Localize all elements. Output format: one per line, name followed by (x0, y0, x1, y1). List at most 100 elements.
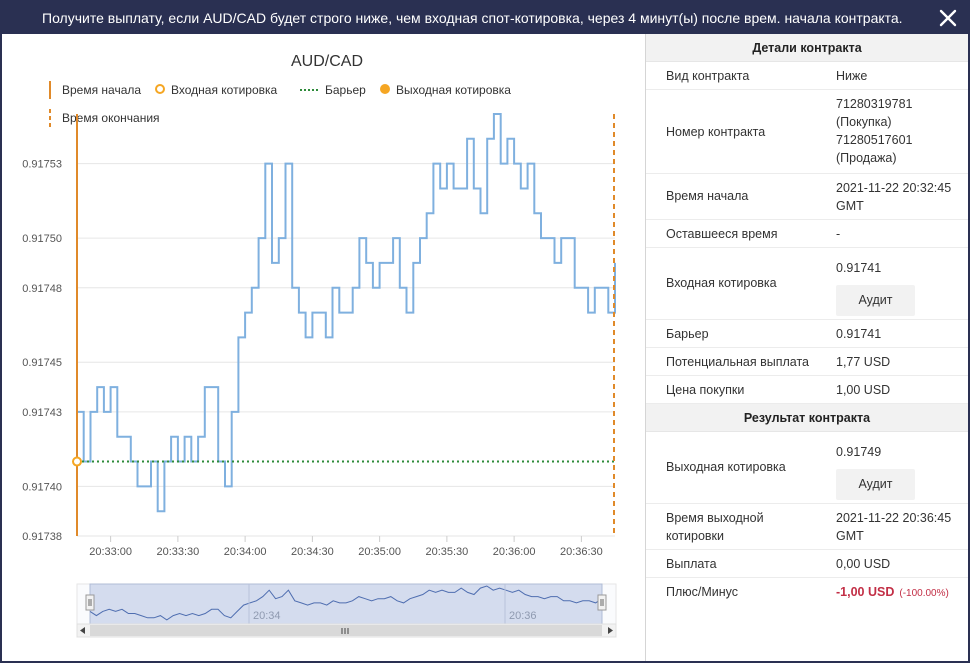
profit-loss-value-block: -1,00 USD (-100.00%) (836, 583, 966, 603)
x-tick-label: 20:35:00 (358, 546, 401, 558)
x-tick-label: 20:34:00 (224, 546, 267, 558)
payout-label: Выплата (666, 557, 717, 571)
start-time-label: Время начала (666, 189, 749, 203)
purchase-price-label: Цена покупки (666, 383, 745, 397)
entry-spot-value: 0.91741 (836, 261, 882, 275)
start-time-date: 2021-11-22 20:32:45 (836, 181, 952, 195)
chart-title: AUD/CAD (291, 53, 363, 70)
row-payout: Выплата 0,00 USD (646, 550, 968, 578)
legend-start-time[interactable]: Время начала (62, 83, 141, 97)
start-time-zone: GMT (836, 199, 864, 213)
x-tick-label: 20:34:30 (291, 546, 334, 558)
marker-layer (72, 114, 615, 536)
exit-audit-button[interactable]: Аудит (836, 469, 915, 500)
series-layer (77, 113, 616, 513)
scrollbar[interactable] (76, 623, 617, 638)
profit-loss-percent: (-100.00%) (899, 588, 949, 599)
row-entry-spot: Входная котировка 0.91741 Аудит (646, 248, 968, 320)
y-tick-label: 0.91748 (22, 283, 62, 295)
contract-id-label: Номер контракта (666, 125, 766, 139)
x-tick-label: 20:33:00 (89, 546, 132, 558)
profit-loss-value: -1,00 USD (836, 585, 895, 599)
start-time-value: 2021-11-22 20:32:45 GMT (836, 179, 966, 215)
legend-barrier[interactable]: Барьер (325, 83, 366, 97)
y-tick-label: 0.91750 (22, 233, 62, 245)
price-series-line (77, 113, 616, 513)
exit-time-zone: GMT (836, 529, 864, 543)
legend-entry-spot[interactable]: Входная котировка (171, 83, 278, 97)
dialog-title: Получите выплату, если AUD/CAD будет стр… (42, 10, 903, 26)
potential-payout-label: Потенциальная выплата (666, 355, 809, 369)
exit-spot-label: Выходная котировка (666, 460, 786, 474)
row-profit-loss: Плюс/Минус -1,00 USD (-100.00%) (646, 578, 968, 606)
legend-exit-spot-marker (380, 84, 390, 94)
x-tick-label: 20:36:00 (493, 546, 536, 558)
x-tick-label: 20:35:30 (425, 546, 468, 558)
y-axis: 0.91738 0.91740 0.91743 0.91745 0.91748 0.917… (22, 159, 62, 543)
exit-time-label-line1: Время выходной (666, 511, 764, 525)
navigator-line (89, 585, 603, 621)
row-contract-id: Номер контракта 71280319781 (Покупка) 71… (646, 90, 968, 174)
remaining-time-value: - (836, 227, 841, 241)
y-tick-label: 0.91738 (22, 531, 62, 543)
legend-entry-spot-marker (155, 84, 165, 94)
y-tick-label: 0.91743 (22, 407, 62, 419)
contract-type-value: Ниже (836, 69, 868, 83)
barrier-label: Барьер (666, 327, 709, 341)
chart-panel: AUD/CAD Время начала Входная котировка Б… (2, 34, 644, 661)
contract-id-sell-suffix: (Продажа) (836, 151, 897, 165)
contract-id-buy-suffix: (Покупка) (836, 115, 892, 129)
purchase-price-value: 1,00 USD (836, 383, 891, 397)
details-panel: Детали контракта Вид контракта Ниже Номе… (645, 34, 968, 661)
contract-details-header: Детали контракта (646, 34, 968, 62)
contract-result-header: Результат контракта (646, 404, 968, 432)
scrollbar-grip-icon (341, 628, 349, 634)
potential-payout-value: 1,77 USD (836, 355, 891, 369)
navigator-right-handle[interactable] (597, 594, 607, 611)
grid-lines (77, 163, 615, 542)
barrier-value: 0.91741 (836, 327, 882, 341)
navigator-tick-2: 20:36 (509, 610, 537, 622)
navigator-tick-1: 20:34 (253, 610, 281, 622)
x-axis: 20:33:00 20:33:30 20:34:00 20:34:30 20:35:00… (89, 546, 603, 558)
price-chart[interactable]: AUD/CAD Время начала Входная котировка Б… (2, 34, 642, 661)
scroll-left-arrow-icon[interactable] (80, 627, 85, 634)
exit-time-date: 2021-11-22 20:36:45 (836, 511, 952, 525)
row-remaining-time: Оставшееся время - (646, 220, 968, 248)
entry-spot-value-block: 0.91741 Аудит (836, 259, 966, 316)
row-exit-time: Время выходной котировки 2021-11-22 20:3… (646, 504, 968, 550)
row-purchase-price: Цена покупки 1,00 USD (646, 376, 968, 404)
entry-audit-button[interactable]: Аудит (836, 285, 915, 316)
scrollbar-thumb[interactable] (90, 625, 602, 636)
navigator[interactable]: 20:34 20:36 (76, 583, 617, 625)
y-tick-label: 0.91745 (22, 357, 62, 369)
close-icon[interactable] (938, 8, 958, 28)
profit-loss-label: Плюс/Минус (666, 585, 739, 599)
remaining-time-label: Оставшееся время (666, 227, 778, 241)
contract-id-buy-number[interactable]: 71280319781 (836, 97, 913, 111)
contract-id-sell-number[interactable]: 71280517601 (836, 133, 913, 147)
x-tick-label: 20:33:30 (156, 546, 199, 558)
scroll-right-arrow-icon[interactable] (608, 627, 613, 634)
x-tick-label: 20:36:30 (560, 546, 603, 558)
legend-end-time[interactable]: Время окончания (62, 111, 160, 125)
contract-type-label: Вид контракта (666, 69, 750, 83)
exit-time-value: 2021-11-22 20:36:45 GMT (836, 509, 966, 545)
legend-exit-spot[interactable]: Выходная котировка (396, 83, 511, 97)
navigator-left-handle[interactable] (85, 594, 95, 611)
payout-value: 0,00 USD (836, 557, 891, 571)
exit-time-label: Время выходной котировки (666, 509, 764, 545)
exit-spot-value: 0.91749 (836, 445, 882, 459)
y-tick-label: 0.91740 (22, 481, 62, 493)
row-start-time: Время начала 2021-11-22 20:32:45 GMT (646, 174, 968, 220)
row-potential-payout: Потенциальная выплата 1,77 USD (646, 348, 968, 376)
row-barrier: Барьер 0.91741 (646, 320, 968, 348)
row-exit-spot: Выходная котировка 0.91749 Аудит (646, 432, 968, 504)
contract-id-value: 71280319781 (Покупка) 71280517601 (Прода… (836, 95, 966, 167)
exit-spot-value-block: 0.91749 Аудит (836, 443, 966, 500)
y-tick-label: 0.91753 (22, 159, 62, 171)
dialog-titlebar: Получите выплату, если AUD/CAD будет стр… (2, 2, 968, 34)
exit-time-label-line2: котировки (666, 529, 724, 543)
entry-spot-marker (72, 456, 82, 467)
